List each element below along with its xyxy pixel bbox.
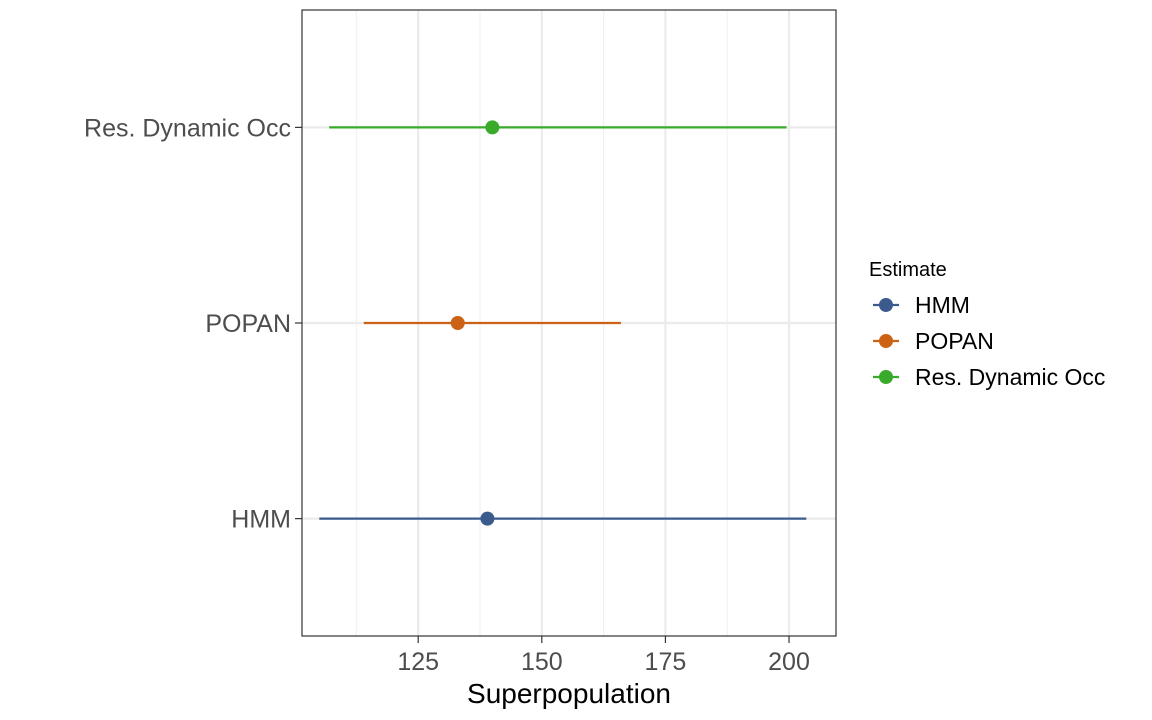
legend-label: Res. Dynamic Occ	[915, 364, 1105, 390]
legend-title: Estimate	[869, 259, 947, 281]
x-axis-title: Superpopulation	[467, 678, 671, 709]
y-tick-label: HMM	[231, 506, 291, 534]
legend-key-point	[879, 334, 893, 348]
y-tick-label: Res. Dynamic Occ	[84, 114, 291, 142]
estimate-points	[450, 120, 500, 526]
estimate-point	[485, 120, 500, 135]
legend-items: HMM POPAN Res. Dynamic Occ	[873, 292, 1105, 390]
estimate-point	[450, 316, 465, 330]
legend-key-point	[879, 298, 893, 312]
x-tick-label: 125	[397, 648, 439, 676]
x-tick-label: 150	[521, 648, 563, 676]
y-axis-ticks: HMM POPAN Res. Dynamic Occ	[84, 114, 302, 534]
x-axis-ticks: 125 150 175 200	[397, 636, 810, 676]
legend-key-point	[879, 370, 893, 384]
legend: Estimate HMM POPAN Res. Dynamic Occ	[869, 259, 1105, 390]
estimate-point	[480, 511, 495, 526]
legend-label: POPAN	[915, 328, 994, 354]
y-tick-label: POPAN	[205, 310, 291, 338]
x-tick-label: 200	[768, 648, 810, 676]
legend-label: HMM	[915, 292, 970, 318]
interval-lines	[319, 126, 807, 520]
x-tick-label: 175	[645, 648, 687, 676]
